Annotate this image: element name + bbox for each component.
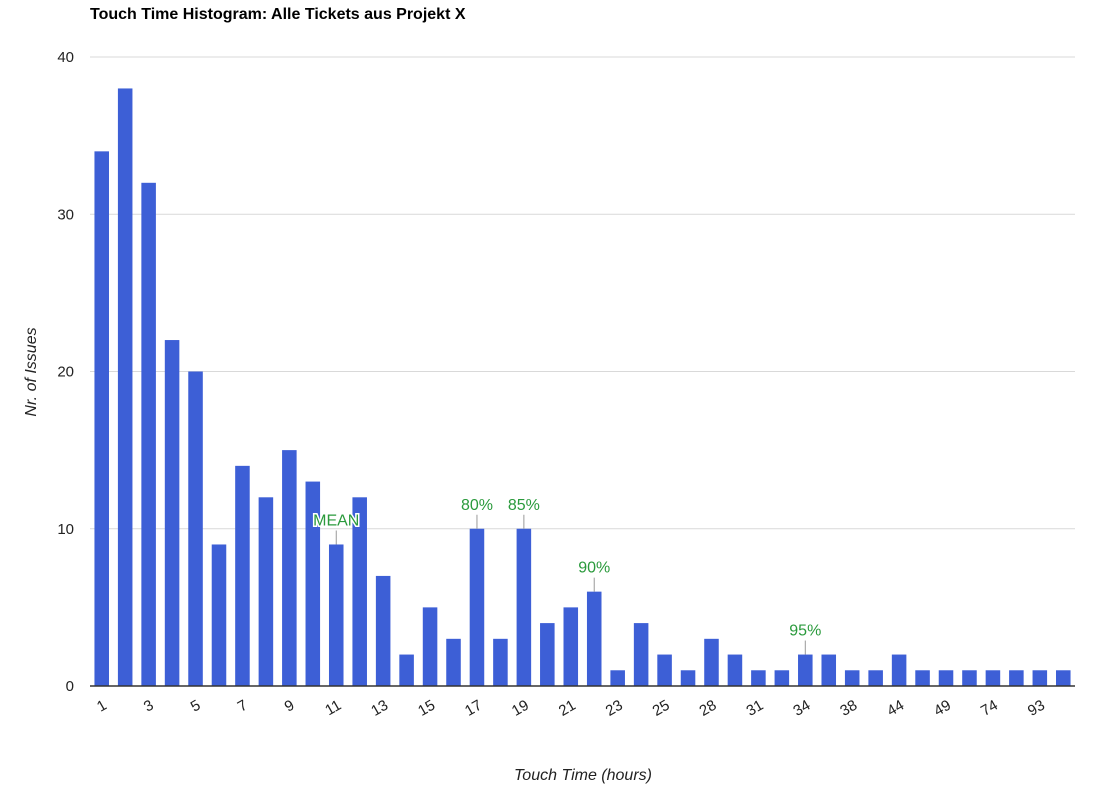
bar bbox=[141, 182, 156, 687]
bar bbox=[680, 670, 696, 686]
x-tick-label: 17 bbox=[462, 697, 485, 720]
x-tick-label: 15 bbox=[415, 697, 438, 720]
x-axis-title: Touch Time (hours) bbox=[514, 767, 652, 784]
bar bbox=[258, 497, 274, 686]
bar bbox=[1032, 670, 1048, 686]
bar bbox=[164, 340, 180, 686]
bar bbox=[94, 151, 109, 687]
bar bbox=[798, 654, 813, 686]
x-tick-label: 28 bbox=[697, 697, 720, 720]
x-tick-label: 11 bbox=[322, 697, 344, 720]
x-tick-label: 9 bbox=[282, 697, 298, 716]
x-tick-label: 25 bbox=[650, 697, 673, 720]
bar bbox=[868, 670, 883, 686]
x-tick-label: 44 bbox=[884, 697, 907, 720]
bar bbox=[751, 670, 766, 686]
bar bbox=[610, 670, 625, 686]
x-tick-label: 31 bbox=[743, 697, 766, 720]
bar bbox=[633, 623, 649, 686]
x-tick-label: 23 bbox=[603, 697, 626, 720]
bar bbox=[962, 670, 977, 686]
bar bbox=[305, 481, 321, 686]
bar bbox=[844, 670, 860, 686]
annotation-label: MEAN bbox=[313, 512, 359, 529]
bar bbox=[469, 528, 485, 686]
bar bbox=[657, 654, 672, 686]
y-axis-ticks: 0 10 20 30 40 bbox=[57, 49, 74, 695]
bar bbox=[563, 607, 579, 686]
y-axis-title: Nr. of Issues bbox=[23, 327, 40, 416]
bar bbox=[493, 638, 508, 686]
bar bbox=[328, 544, 344, 686]
bar bbox=[422, 607, 438, 686]
annotation-label: 95% bbox=[789, 623, 821, 640]
bar bbox=[915, 670, 930, 686]
bar bbox=[938, 670, 954, 686]
bar bbox=[211, 544, 227, 686]
annotations: MEAN 80% 85% 90% 95% bbox=[312, 495, 823, 655]
bar bbox=[282, 450, 297, 686]
bar bbox=[1056, 670, 1071, 686]
bar bbox=[540, 623, 555, 686]
bar bbox=[891, 654, 907, 686]
y-tick-label: 40 bbox=[57, 49, 74, 66]
grid-lines bbox=[90, 56, 1075, 530]
bar bbox=[1009, 670, 1024, 686]
bar bbox=[586, 591, 602, 686]
bar bbox=[117, 88, 133, 686]
bar bbox=[704, 638, 719, 686]
bar bbox=[399, 654, 414, 686]
x-tick-label: 5 bbox=[188, 697, 204, 716]
x-tick-label: 38 bbox=[837, 697, 860, 720]
x-tick-label: 1 bbox=[94, 697, 110, 716]
bars bbox=[94, 88, 1071, 687]
bar bbox=[375, 575, 391, 686]
bar bbox=[352, 497, 367, 686]
y-tick-label: 0 bbox=[66, 678, 74, 695]
bar bbox=[774, 670, 790, 686]
bar bbox=[985, 670, 1001, 686]
x-tick-label: 7 bbox=[235, 697, 251, 716]
x-tick-label: 74 bbox=[978, 697, 1001, 720]
x-tick-label: 21 bbox=[556, 697, 579, 720]
x-tick-label: 49 bbox=[931, 697, 954, 720]
x-tick-label: 3 bbox=[141, 697, 157, 716]
bar bbox=[516, 528, 532, 686]
bar bbox=[188, 371, 203, 686]
annotation-label: 85% bbox=[508, 497, 540, 514]
x-axis-ticks: 1 3 5 7 9 11 13 15 17 19 21 23 25 28 31 34 38 44 49 74 93 bbox=[94, 697, 1048, 720]
y-tick-label: 20 bbox=[57, 364, 74, 381]
x-tick-label: 93 bbox=[1025, 697, 1048, 720]
bar bbox=[235, 465, 250, 686]
x-tick-label: 19 bbox=[509, 697, 532, 720]
y-tick-label: 30 bbox=[57, 206, 74, 223]
y-tick-label: 10 bbox=[57, 521, 74, 538]
annotation-label: 90% bbox=[578, 560, 610, 577]
x-tick-label: 13 bbox=[368, 697, 391, 720]
bar bbox=[446, 638, 461, 686]
x-tick-label: 34 bbox=[790, 697, 813, 720]
bar bbox=[821, 654, 837, 686]
bar bbox=[727, 654, 743, 686]
chart-title: Touch Time Histogram: Alle Tickets aus P… bbox=[90, 6, 466, 23]
annotation-label: 80% bbox=[461, 497, 493, 514]
